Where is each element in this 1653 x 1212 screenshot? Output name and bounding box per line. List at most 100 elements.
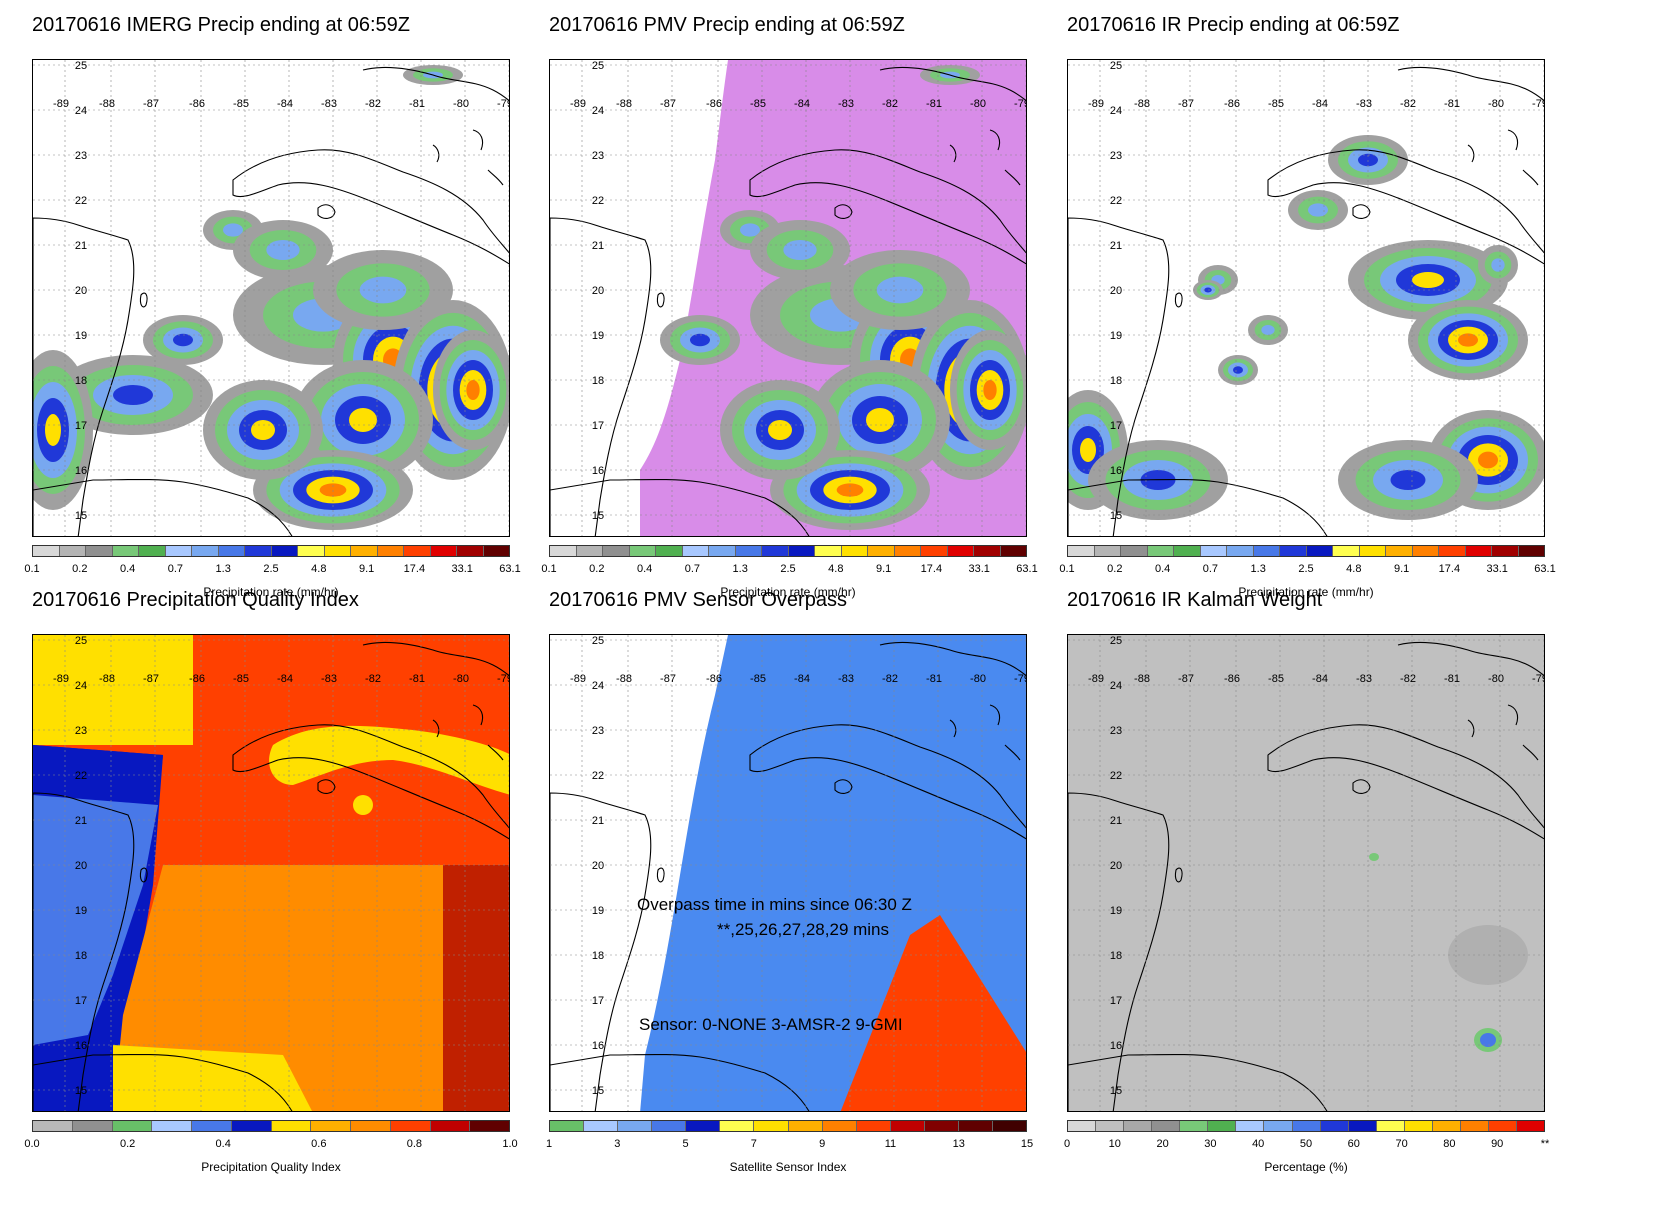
colorbar-tick-label: 13 bbox=[952, 1138, 965, 1150]
lon-tick-label: -79 bbox=[1532, 673, 1545, 685]
colorbar-tick-label: 0 bbox=[1063, 1138, 1071, 1150]
colorbar-tick-label: 20 bbox=[1156, 1138, 1169, 1150]
colorbar-segment bbox=[1404, 1121, 1433, 1131]
colorbar-tick-label: 0.2 bbox=[72, 563, 88, 575]
colorbar-tick-label: 9.1 bbox=[358, 563, 375, 575]
lon-tick-label: -84 bbox=[794, 98, 810, 110]
lat-tick-label: 19 bbox=[592, 905, 604, 917]
colorbar-segment bbox=[483, 546, 509, 556]
lat-tick-label: 16 bbox=[75, 1040, 87, 1052]
lon-tick-label: -81 bbox=[409, 673, 425, 685]
overpass-annotation: Overpass time in mins since 06:30 Z bbox=[637, 895, 912, 914]
map-svg: -89 -88 -87 -86 -85 -84 -83 -82 -81 -80 -79 25 24 23 2… bbox=[550, 60, 1026, 536]
lat-tick-label: 17 bbox=[592, 420, 604, 432]
colorbar-segment bbox=[311, 1121, 351, 1131]
colorbar-tick-label: 63.1 bbox=[1534, 563, 1556, 575]
colorbar-tick-label: 2.5 bbox=[780, 563, 796, 575]
colorbar-tick-labels: 0.1 0.2 0.4 0.7 1.3 2.5 4.8 9.1 17.4 33.1 63.1 bbox=[541, 563, 1037, 579]
graticule: -89 -88 -87 -86 -85 -84 -83 -82 -81 -80 -79 25 24 23 2… bbox=[550, 635, 1027, 1111]
lon-tick-label: -87 bbox=[660, 98, 676, 110]
lat-tick-label: 15 bbox=[75, 510, 87, 522]
colorbar-tick-label: 4.8 bbox=[311, 563, 327, 575]
lat-tick-label: 22 bbox=[592, 770, 604, 782]
lon-tick-label: -84 bbox=[277, 98, 293, 110]
lat-tick-label: 16 bbox=[592, 1040, 604, 1052]
colorbar-segment bbox=[390, 1121, 431, 1131]
map-field bbox=[640, 635, 1026, 1111]
lat-tick-label: 24 bbox=[1110, 680, 1122, 692]
colorbar-segment bbox=[298, 546, 325, 556]
lat-tick-label: 21 bbox=[1110, 815, 1122, 827]
colorbar-tick-label: 9.1 bbox=[875, 563, 892, 575]
lat-tick-label: 17 bbox=[1110, 995, 1122, 1007]
colorbar-segment bbox=[1333, 546, 1360, 556]
map-svg: -89 -88 -87 -86 -85 -84 -83 -82 -81 -80 -79 25 24 23 2… bbox=[1068, 635, 1545, 1111]
colorbar-tick-label: 63.1 bbox=[499, 563, 521, 575]
colorbar-tick-label: 2.5 bbox=[1298, 563, 1314, 575]
lon-tick-label: -83 bbox=[321, 673, 337, 685]
colorbar-segment bbox=[1208, 1121, 1237, 1131]
lat-tick-label: 18 bbox=[592, 375, 604, 387]
colorbar-segment bbox=[822, 1121, 857, 1131]
lon-tick-label: -86 bbox=[1224, 673, 1240, 685]
colorbar-segment bbox=[894, 546, 921, 556]
lon-tick-label: -81 bbox=[1444, 673, 1460, 685]
colorbar-tick-label: 0.7 bbox=[1202, 563, 1219, 575]
colorbar-segment bbox=[1096, 1121, 1125, 1131]
colorbar-segment bbox=[629, 546, 656, 556]
colorbar-segment bbox=[152, 1121, 192, 1131]
lon-tick-label: -88 bbox=[99, 98, 115, 110]
colorbar bbox=[32, 1120, 510, 1132]
colorbar-segment bbox=[72, 1121, 113, 1131]
map-plot: -89 -88 -87 -86 -85 -84 -83 -82 -81 -80 -79 25 24 23 2… bbox=[1067, 59, 1545, 537]
lon-tick-label: -82 bbox=[1400, 673, 1416, 685]
colorbar-segment bbox=[1306, 546, 1333, 556]
colorbar-segment bbox=[1180, 1121, 1209, 1131]
colorbar-tick-label: 33.1 bbox=[1486, 563, 1508, 575]
lon-tick-label: -86 bbox=[706, 673, 722, 685]
colorbar-segment bbox=[868, 546, 895, 556]
lon-tick-label: -80 bbox=[970, 673, 986, 685]
lat-tick-label: 19 bbox=[1110, 330, 1122, 342]
lat-tick-label: 23 bbox=[592, 150, 604, 162]
colorbar-title: Satellite Sensor Index bbox=[729, 1160, 847, 1174]
colorbar-segment bbox=[576, 546, 603, 556]
colorbar-segment bbox=[1492, 546, 1519, 556]
colorbar-segment bbox=[1465, 546, 1492, 556]
lat-tick-label: 24 bbox=[592, 680, 604, 692]
colorbar-segment bbox=[1348, 1121, 1377, 1131]
colorbar-segment bbox=[1432, 1121, 1461, 1131]
colorbar-tick-label: 1.3 bbox=[215, 563, 231, 575]
lon-tick-label: -84 bbox=[277, 673, 293, 685]
colorbar-tick-label: 17.4 bbox=[1438, 563, 1461, 575]
lon-tick-label: -89 bbox=[53, 98, 69, 110]
lat-tick-label: 19 bbox=[75, 905, 87, 917]
colorbar-tick-label: 10 bbox=[1108, 1138, 1121, 1150]
colorbar-segment bbox=[245, 546, 272, 556]
colorbar-segment bbox=[921, 546, 948, 556]
map-svg: -89 -88 -87 -86 -85 -84 -83 -82 -81 -80 -79 25 24 23 2… bbox=[1068, 60, 1544, 536]
colorbar-segment bbox=[1068, 546, 1095, 556]
panel-pmv: 20170616 PMV Precip ending at 06:59Z -89-… bbox=[517, 0, 1037, 599]
colorbar-segment bbox=[890, 1121, 925, 1131]
lat-tick-label: 22 bbox=[592, 195, 604, 207]
lon-tick-label: -84 bbox=[1312, 98, 1328, 110]
colorbar-segment bbox=[112, 1121, 153, 1131]
colorbar-tick-label: 0.1 bbox=[24, 563, 40, 575]
panel-title: 20170616 IR Kalman Weight bbox=[1067, 589, 1323, 611]
colorbar-title: Precipitation Quality Index bbox=[201, 1160, 341, 1174]
colorbar-tick-label: 1.3 bbox=[1250, 563, 1266, 575]
colorbar-segment bbox=[618, 1121, 653, 1131]
colorbar-tick-labels: 1 3 5 7 9 11 13 15 bbox=[546, 1138, 1033, 1154]
colorbar-tick-label: 7 bbox=[750, 1138, 757, 1150]
lat-tick-label: 23 bbox=[75, 150, 87, 162]
lat-tick-label: 24 bbox=[75, 680, 87, 692]
lon-tick-label: -79 bbox=[1014, 673, 1027, 685]
colorbar-segment bbox=[656, 546, 683, 556]
colorbar-tick-label: 33.1 bbox=[451, 563, 473, 575]
lon-tick-label: -85 bbox=[233, 98, 249, 110]
panel-ir: 20170616 IR Precip ending at 06:59Z -89 -8… bbox=[1035, 0, 1555, 599]
lon-tick-label: -87 bbox=[1178, 98, 1194, 110]
overpass-annotation: **,25,26,27,28,29 mins bbox=[717, 920, 890, 939]
lat-tick-label: 22 bbox=[75, 770, 87, 782]
